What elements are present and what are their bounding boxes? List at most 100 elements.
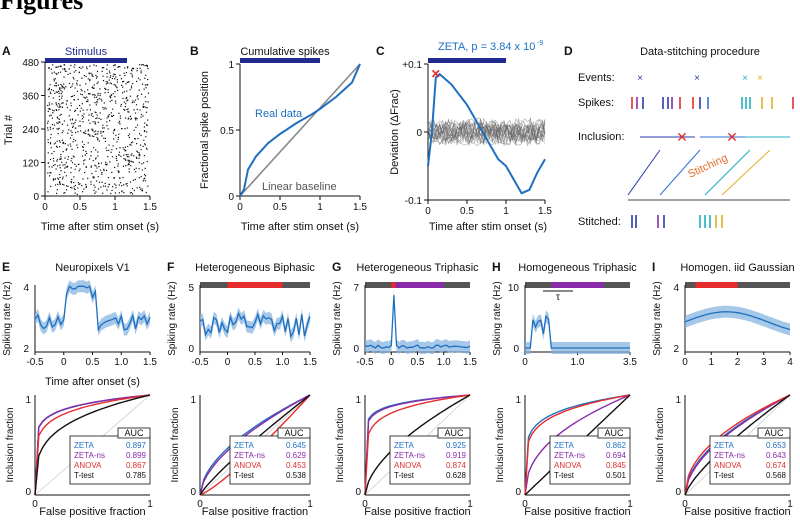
spike-dot: [73, 138, 75, 140]
shuffle-line: [427, 118, 546, 145]
spike-dot: [114, 192, 116, 194]
spike-dot: [104, 163, 107, 165]
spike-dot: [82, 146, 84, 148]
spike-dot: [67, 165, 69, 167]
spike-dot: [107, 177, 109, 179]
spike-dot: [55, 168, 57, 170]
spike-dot: [85, 83, 87, 85]
spike-dot: [117, 163, 119, 165]
spike-dot: [59, 158, 61, 160]
spike-dot: [55, 184, 57, 186]
spike-dot: [74, 121, 76, 124]
spike-dot: [56, 128, 58, 130]
tau-label: τ: [556, 292, 560, 303]
spike-dot: [87, 89, 89, 91]
spike-dot: [132, 82, 134, 85]
event-marker: ×: [757, 73, 763, 84]
spike-dot: [77, 187, 79, 189]
spike-dot: [96, 102, 98, 104]
spike-dot: [63, 83, 65, 85]
spike-dot: [123, 108, 125, 110]
spike-dot: [126, 182, 128, 185]
spike-dot: [48, 67, 50, 69]
spike-dot: [144, 143, 146, 145]
y-tick-label: 0: [513, 344, 519, 355]
spike-dot: [49, 115, 51, 117]
spike-dot: [137, 151, 139, 153]
spike-dot: [63, 76, 65, 78]
spike-dot: [140, 149, 142, 151]
spike-dot: [63, 88, 66, 90]
spike-dot: [56, 73, 58, 75]
stim-on: [551, 282, 604, 288]
spike-dot: [116, 159, 118, 161]
roc-x-tick: 1: [627, 499, 633, 510]
spike-dot: [89, 135, 91, 137]
spike-dot: [144, 177, 146, 179]
spike-dot: [64, 167, 66, 169]
spike-dot: [145, 87, 147, 89]
auc-row-label: ZETA: [394, 441, 415, 450]
spike-dot: [78, 125, 80, 127]
spike-dot: [92, 129, 94, 131]
x-tick-label: 1: [317, 202, 323, 213]
roc-x-tick: 1: [467, 499, 473, 510]
spike-dot: [91, 75, 93, 77]
roc-curve: [524, 394, 631, 496]
spike-dot: [51, 166, 53, 168]
spike-dot: [130, 118, 132, 121]
spike-dot: [92, 75, 94, 77]
spike-dot: [60, 113, 62, 115]
spike-dot: [145, 106, 147, 108]
spike-dot: [47, 110, 49, 112]
spike-dot: [118, 171, 120, 173]
real-data-line: [239, 63, 361, 197]
spike-dot: [81, 155, 84, 157]
spike-dot: [106, 117, 108, 119]
spike-dot: [88, 114, 90, 116]
spike-dot: [81, 90, 83, 92]
spike-dot: [57, 84, 60, 86]
x-tick-label: 1.5: [303, 357, 317, 368]
spike-dot: [56, 189, 58, 191]
spike-dot: [64, 68, 66, 71]
spike-dot: [142, 83, 144, 85]
spike-dot: [109, 76, 111, 79]
spike-dot: [97, 176, 99, 178]
spikes-label: Spikes:: [578, 97, 614, 109]
spike-dot: [138, 133, 141, 135]
spike-dot: [55, 66, 57, 68]
spike-dot: [48, 104, 51, 106]
spike-dot: [49, 128, 52, 130]
events-label: Events:: [578, 72, 615, 84]
spike-dot: [142, 180, 144, 182]
spike-dot: [89, 104, 91, 106]
spike-dot: [93, 135, 95, 138]
spike-dot: [68, 82, 71, 85]
spike-dot: [49, 172, 51, 174]
spike-dot: [74, 87, 76, 89]
spike-dot: [119, 182, 122, 184]
auc-header: AUC: [124, 428, 144, 438]
spike-dot: [103, 67, 105, 69]
auc-header-box: [117, 427, 151, 439]
spike-dot: [47, 139, 49, 141]
y-tick-label: 4: [23, 283, 29, 294]
spike-dot: [113, 177, 115, 179]
spike-dot: [82, 121, 84, 123]
spike-dot: [79, 125, 81, 127]
spike-dot: [137, 77, 140, 79]
spike-dot: [124, 128, 126, 130]
spike-dot: [126, 109, 128, 111]
spike-dot: [130, 165, 132, 167]
spike-dot: [95, 165, 97, 167]
spike-dot: [75, 119, 77, 121]
spike-dot: [93, 93, 95, 96]
zeta-title: ZETA, p = 3.84 x 10: [438, 41, 535, 53]
spike-dot: [112, 114, 115, 117]
spike-dot: [69, 72, 71, 74]
spike-dot: [128, 163, 130, 165]
spike-dot: [115, 157, 117, 160]
spike-dot: [133, 101, 135, 103]
spike-dot: [142, 103, 145, 105]
